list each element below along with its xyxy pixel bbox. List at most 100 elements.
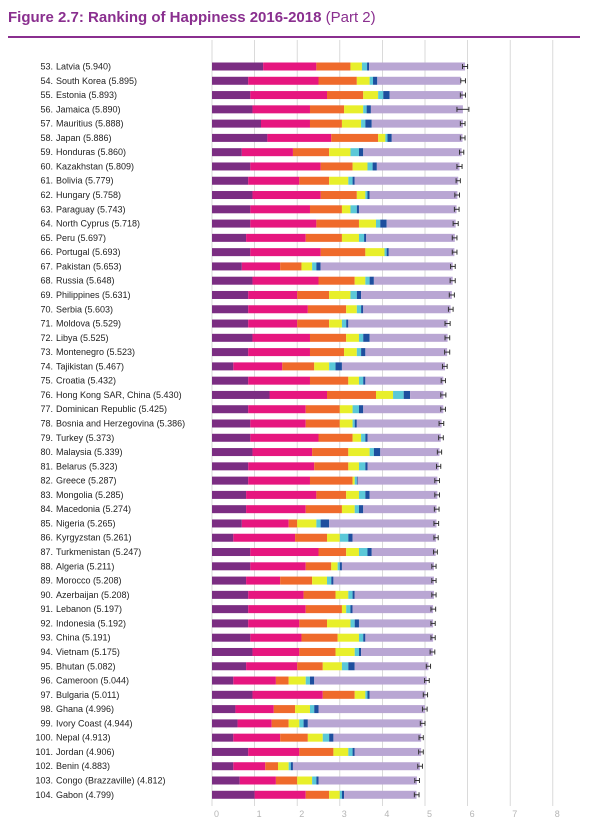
bar-segment bbox=[329, 362, 336, 371]
bar-segment bbox=[365, 462, 368, 471]
bar-segment bbox=[212, 776, 240, 785]
rank-label: 65. bbox=[40, 233, 53, 243]
bar-segment bbox=[367, 62, 370, 71]
bar-segment bbox=[314, 705, 319, 714]
bar-segment bbox=[378, 91, 384, 100]
rank-label: 64. bbox=[40, 219, 53, 229]
figure-title: Figure 2.7: Ranking of Happiness 2016-20… bbox=[8, 9, 376, 26]
bar-segment bbox=[393, 390, 404, 399]
bar-row bbox=[212, 191, 458, 200]
bar-segment bbox=[212, 405, 249, 414]
bar-segment bbox=[352, 162, 368, 171]
bar-segment bbox=[314, 362, 330, 371]
country-label: Gabon (4.799) bbox=[56, 790, 114, 800]
bar-segment bbox=[297, 319, 330, 328]
bar-row bbox=[212, 690, 426, 699]
bar-segment bbox=[299, 719, 304, 728]
bar-segment bbox=[322, 733, 330, 742]
bar-segment bbox=[297, 662, 323, 671]
bar-segment bbox=[250, 562, 306, 571]
bar-row bbox=[212, 248, 455, 257]
country-labels: 53. Latvia (5.940)54. South Korea (5.895)5… bbox=[35, 62, 185, 800]
bar-row bbox=[212, 205, 457, 214]
bar-segment bbox=[363, 305, 451, 314]
bar-segment bbox=[320, 262, 453, 271]
bar-segment bbox=[299, 176, 330, 185]
bar-segment bbox=[354, 176, 459, 185]
bar-segment bbox=[275, 676, 289, 685]
country-label: Bhutan (5.082) bbox=[56, 661, 116, 671]
bar-row bbox=[212, 405, 444, 414]
bar-segment bbox=[250, 248, 321, 257]
bar-segment bbox=[212, 333, 253, 342]
bar-segment bbox=[354, 505, 359, 514]
bar-segment bbox=[377, 76, 461, 85]
rank-label: 80. bbox=[40, 447, 53, 457]
bar-segment bbox=[365, 191, 368, 200]
bar-segment bbox=[252, 333, 310, 342]
bar-segment bbox=[339, 419, 353, 428]
country-label: Bulgaria (5.011) bbox=[56, 690, 119, 700]
bar-segment bbox=[331, 133, 379, 142]
bar-segment bbox=[367, 690, 370, 699]
bar-segment bbox=[358, 490, 366, 499]
rank-label: 73. bbox=[40, 347, 53, 357]
bar-segment bbox=[356, 76, 370, 85]
bar-segment bbox=[316, 490, 347, 499]
bar-segment bbox=[246, 505, 306, 514]
country-label: Pakistan (5.653) bbox=[56, 261, 122, 271]
bar-segment bbox=[309, 348, 345, 357]
bar-segment bbox=[271, 719, 289, 728]
country-label: Cameroon (5.044) bbox=[56, 676, 129, 686]
country-label: Serbia (5.603) bbox=[56, 304, 113, 314]
country-label: Lebanon (5.197) bbox=[56, 604, 122, 614]
bar-segment bbox=[358, 333, 364, 342]
bar-segment bbox=[212, 747, 249, 756]
bar-segment bbox=[352, 533, 437, 542]
bar-segment bbox=[248, 319, 298, 328]
bar-row bbox=[212, 176, 459, 185]
bar-segment bbox=[288, 762, 291, 771]
bar-row bbox=[212, 319, 448, 328]
bar-segment bbox=[252, 191, 321, 200]
country-label: Nepal (4.913) bbox=[56, 733, 111, 743]
bar-segment bbox=[212, 590, 249, 599]
country-label: Peru (5.697) bbox=[56, 233, 106, 243]
bar-segment bbox=[329, 733, 334, 742]
bar-segment bbox=[329, 319, 342, 328]
bar-segment bbox=[367, 433, 441, 442]
bar-segment bbox=[212, 476, 249, 485]
bar-segment bbox=[358, 548, 368, 557]
bar-row bbox=[212, 790, 417, 799]
bar-segment bbox=[212, 419, 251, 428]
bar-segment bbox=[358, 462, 366, 471]
bar-segment bbox=[316, 776, 319, 785]
bar-segment bbox=[358, 505, 364, 514]
bar-row bbox=[212, 91, 463, 100]
bar-row bbox=[212, 705, 425, 714]
bar-segment bbox=[378, 133, 386, 142]
bars bbox=[212, 62, 466, 799]
bar-segment bbox=[278, 762, 289, 771]
bar-segment bbox=[318, 776, 417, 785]
bar-segment bbox=[305, 233, 342, 242]
bar-segment bbox=[335, 362, 342, 371]
bar-segment bbox=[248, 619, 300, 628]
bar-segment bbox=[307, 733, 323, 742]
bar-segment bbox=[329, 519, 437, 528]
bar-segment bbox=[383, 91, 390, 100]
bar-row bbox=[212, 619, 434, 628]
bar-segment bbox=[273, 705, 296, 714]
bar-row bbox=[212, 305, 451, 314]
country-label: Philippines (5.631) bbox=[56, 290, 131, 300]
bar-segment bbox=[333, 576, 434, 585]
bar-segment bbox=[358, 633, 364, 642]
rank-label: 58. bbox=[40, 133, 53, 143]
bar-segment bbox=[365, 690, 368, 699]
bar-segment bbox=[237, 719, 272, 728]
bar-segment bbox=[267, 133, 332, 142]
bar-segment bbox=[348, 462, 359, 471]
bar-segment bbox=[246, 233, 306, 242]
bar-segment bbox=[212, 562, 251, 571]
bar-segment bbox=[280, 576, 313, 585]
